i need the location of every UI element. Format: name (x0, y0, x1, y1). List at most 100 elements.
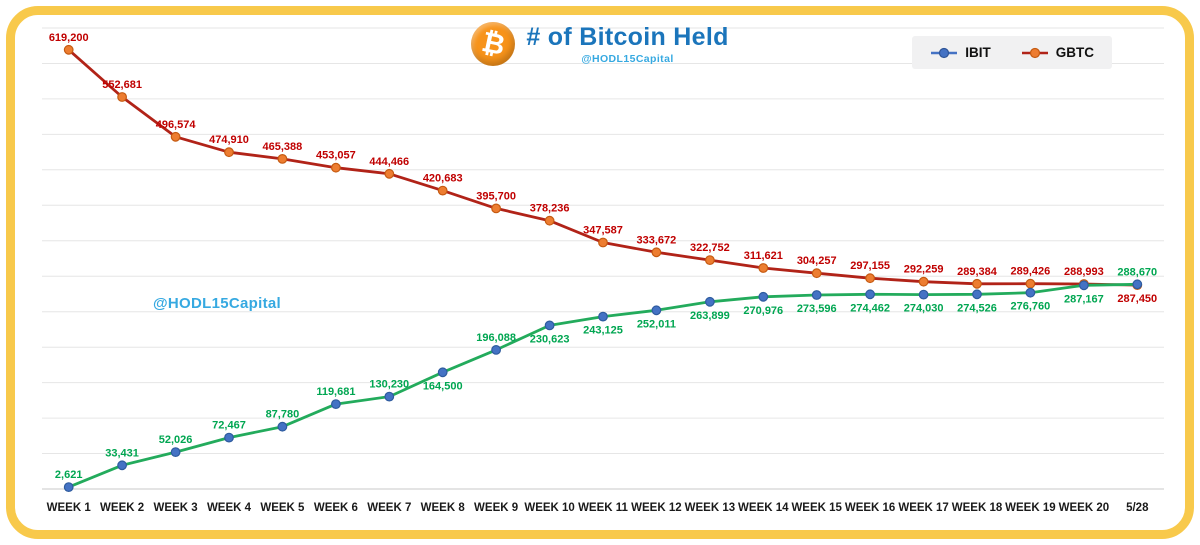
data-label-gbtc: 322,752 (690, 242, 730, 254)
data-point-gbtc[interactable] (972, 278, 982, 289)
data-point-ibit[interactable] (811, 290, 822, 300)
data-label-ibit: 72,467 (212, 420, 246, 432)
data-point-gbtc[interactable] (865, 273, 875, 284)
data-point-gbtc[interactable] (598, 237, 608, 248)
x-axis-label: WEEK 19 (1005, 502, 1056, 514)
data-label-ibit: 273,596 (797, 303, 837, 315)
data-point-gbtc[interactable] (437, 185, 448, 196)
data-point-ibit[interactable] (277, 421, 288, 432)
legend-marker-gbtc-icon (1021, 47, 1048, 58)
data-label-gbtc: 420,683 (423, 173, 463, 185)
data-label-ibit: 243,125 (583, 325, 623, 337)
data-point-ibit[interactable] (972, 289, 982, 300)
x-axis-label: WEEK 2 (100, 502, 144, 514)
x-axis-label: 5/28 (1126, 502, 1149, 514)
data-point-gbtc[interactable] (491, 203, 502, 214)
data-label-ibit: 274,462 (850, 302, 890, 314)
data-point-gbtc[interactable] (811, 268, 822, 279)
data-point-ibit[interactable] (331, 399, 341, 410)
x-axis-label: WEEK 20 (1059, 502, 1110, 514)
data-label-gbtc: 292,259 (904, 264, 944, 276)
data-label-gbtc: 311,621 (744, 250, 783, 262)
data-point-ibit[interactable] (1132, 279, 1143, 290)
data-point-ibit[interactable] (918, 289, 929, 300)
data-label-ibit: 276,760 (1011, 301, 1051, 313)
data-label-ibit: 288,670 (1117, 266, 1157, 278)
data-point-ibit[interactable] (384, 391, 395, 402)
x-axis-label: WEEK 18 (952, 502, 1003, 514)
data-point-gbtc[interactable] (918, 276, 929, 287)
data-point-ibit[interactable] (705, 296, 715, 307)
data-label-ibit: 252,011 (637, 318, 676, 330)
x-axis-label: WEEK 17 (898, 502, 949, 514)
data-point-ibit[interactable] (117, 460, 127, 471)
data-label-ibit: 130,230 (369, 379, 409, 391)
x-axis-label: WEEK 10 (524, 502, 575, 514)
x-axis-label: WEEK 8 (421, 502, 466, 514)
chart-legend: IBIT GBTC (912, 36, 1112, 69)
x-axis-label: WEEK 9 (474, 502, 518, 514)
title-block: # of Bitcoin Held @HODL15Capital (526, 23, 728, 65)
watermark-handle: @HODL15Capital (581, 53, 674, 65)
data-label-ibit: 274,030 (904, 303, 944, 315)
data-point-ibit[interactable] (1025, 287, 1036, 298)
data-point-ibit[interactable] (598, 311, 608, 322)
x-axis-label: WEEK 1 (47, 502, 92, 514)
data-point-gbtc[interactable] (758, 263, 769, 273)
x-axis-label: WEEK 7 (367, 502, 411, 514)
data-label-gbtc: 378,236 (530, 203, 570, 215)
x-axis-label: WEEK 16 (845, 502, 896, 514)
bitcoin-symbol: ₿ (479, 25, 508, 62)
data-point-ibit[interactable] (758, 291, 769, 302)
series-line-gbtc (67, 48, 1139, 287)
data-label-ibit: 119,681 (316, 386, 355, 398)
data-point-gbtc[interactable] (331, 162, 341, 173)
data-point-ibit[interactable] (437, 367, 448, 378)
data-point-gbtc[interactable] (117, 92, 127, 102)
data-label-gbtc: 333,672 (637, 234, 677, 246)
data-point-ibit[interactable] (491, 345, 502, 355)
data-label-ibit: 2,621 (55, 469, 83, 481)
x-axis-label: WEEK 11 (578, 502, 628, 514)
data-point-ibit[interactable] (170, 447, 181, 458)
data-label-ibit: 87,780 (266, 409, 300, 421)
x-axis-label: WEEK 15 (791, 502, 842, 514)
data-label-gbtc: 304,257 (797, 255, 837, 267)
data-point-gbtc[interactable] (705, 255, 715, 266)
data-label-ibit: 164,500 (423, 380, 463, 392)
data-point-ibit[interactable] (1078, 280, 1089, 291)
data-label-ibit: 52,026 (159, 434, 193, 446)
data-point-gbtc[interactable] (277, 153, 288, 164)
data-point-gbtc[interactable] (63, 44, 74, 55)
data-point-gbtc[interactable] (651, 247, 662, 258)
legend-marker-ibit-icon (931, 47, 958, 58)
data-label-ibit: 274,526 (957, 302, 997, 314)
data-point-ibit[interactable] (544, 320, 555, 331)
x-axis-label: WEEK 6 (314, 502, 358, 514)
data-point-ibit[interactable] (651, 305, 662, 316)
data-point-gbtc[interactable] (224, 147, 234, 158)
data-point-gbtc[interactable] (384, 168, 395, 179)
data-label-gbtc: 552,681 (102, 79, 142, 91)
x-axis-label: WEEK 12 (631, 502, 682, 514)
data-point-gbtc[interactable] (1025, 278, 1036, 289)
data-label-ibit: 230,623 (530, 333, 570, 345)
data-label-gbtc: 289,384 (957, 266, 998, 278)
data-label-gbtc: 465,388 (263, 141, 303, 153)
chart-header: ₿ # of Bitcoin Held @HODL15Capital (0, 22, 1200, 66)
x-axis-label: WEEK 3 (154, 502, 198, 514)
legend-label-ibit: IBIT (965, 45, 991, 60)
legend-item-ibit[interactable]: IBIT (930, 45, 991, 60)
legend-item-gbtc[interactable]: GBTC (1021, 45, 1094, 60)
data-label-gbtc: 297,155 (850, 260, 890, 272)
legend-label-gbtc: GBTC (1055, 45, 1094, 60)
data-point-ibit[interactable] (224, 432, 234, 443)
data-label-ibit: 263,899 (690, 310, 730, 322)
data-point-ibit[interactable] (865, 289, 875, 300)
data-label-gbtc: 444,466 (369, 156, 409, 168)
data-label-gbtc: 474,910 (209, 134, 249, 146)
data-point-gbtc[interactable] (170, 131, 181, 142)
data-point-ibit[interactable] (63, 482, 74, 493)
data-point-gbtc[interactable] (544, 215, 555, 226)
